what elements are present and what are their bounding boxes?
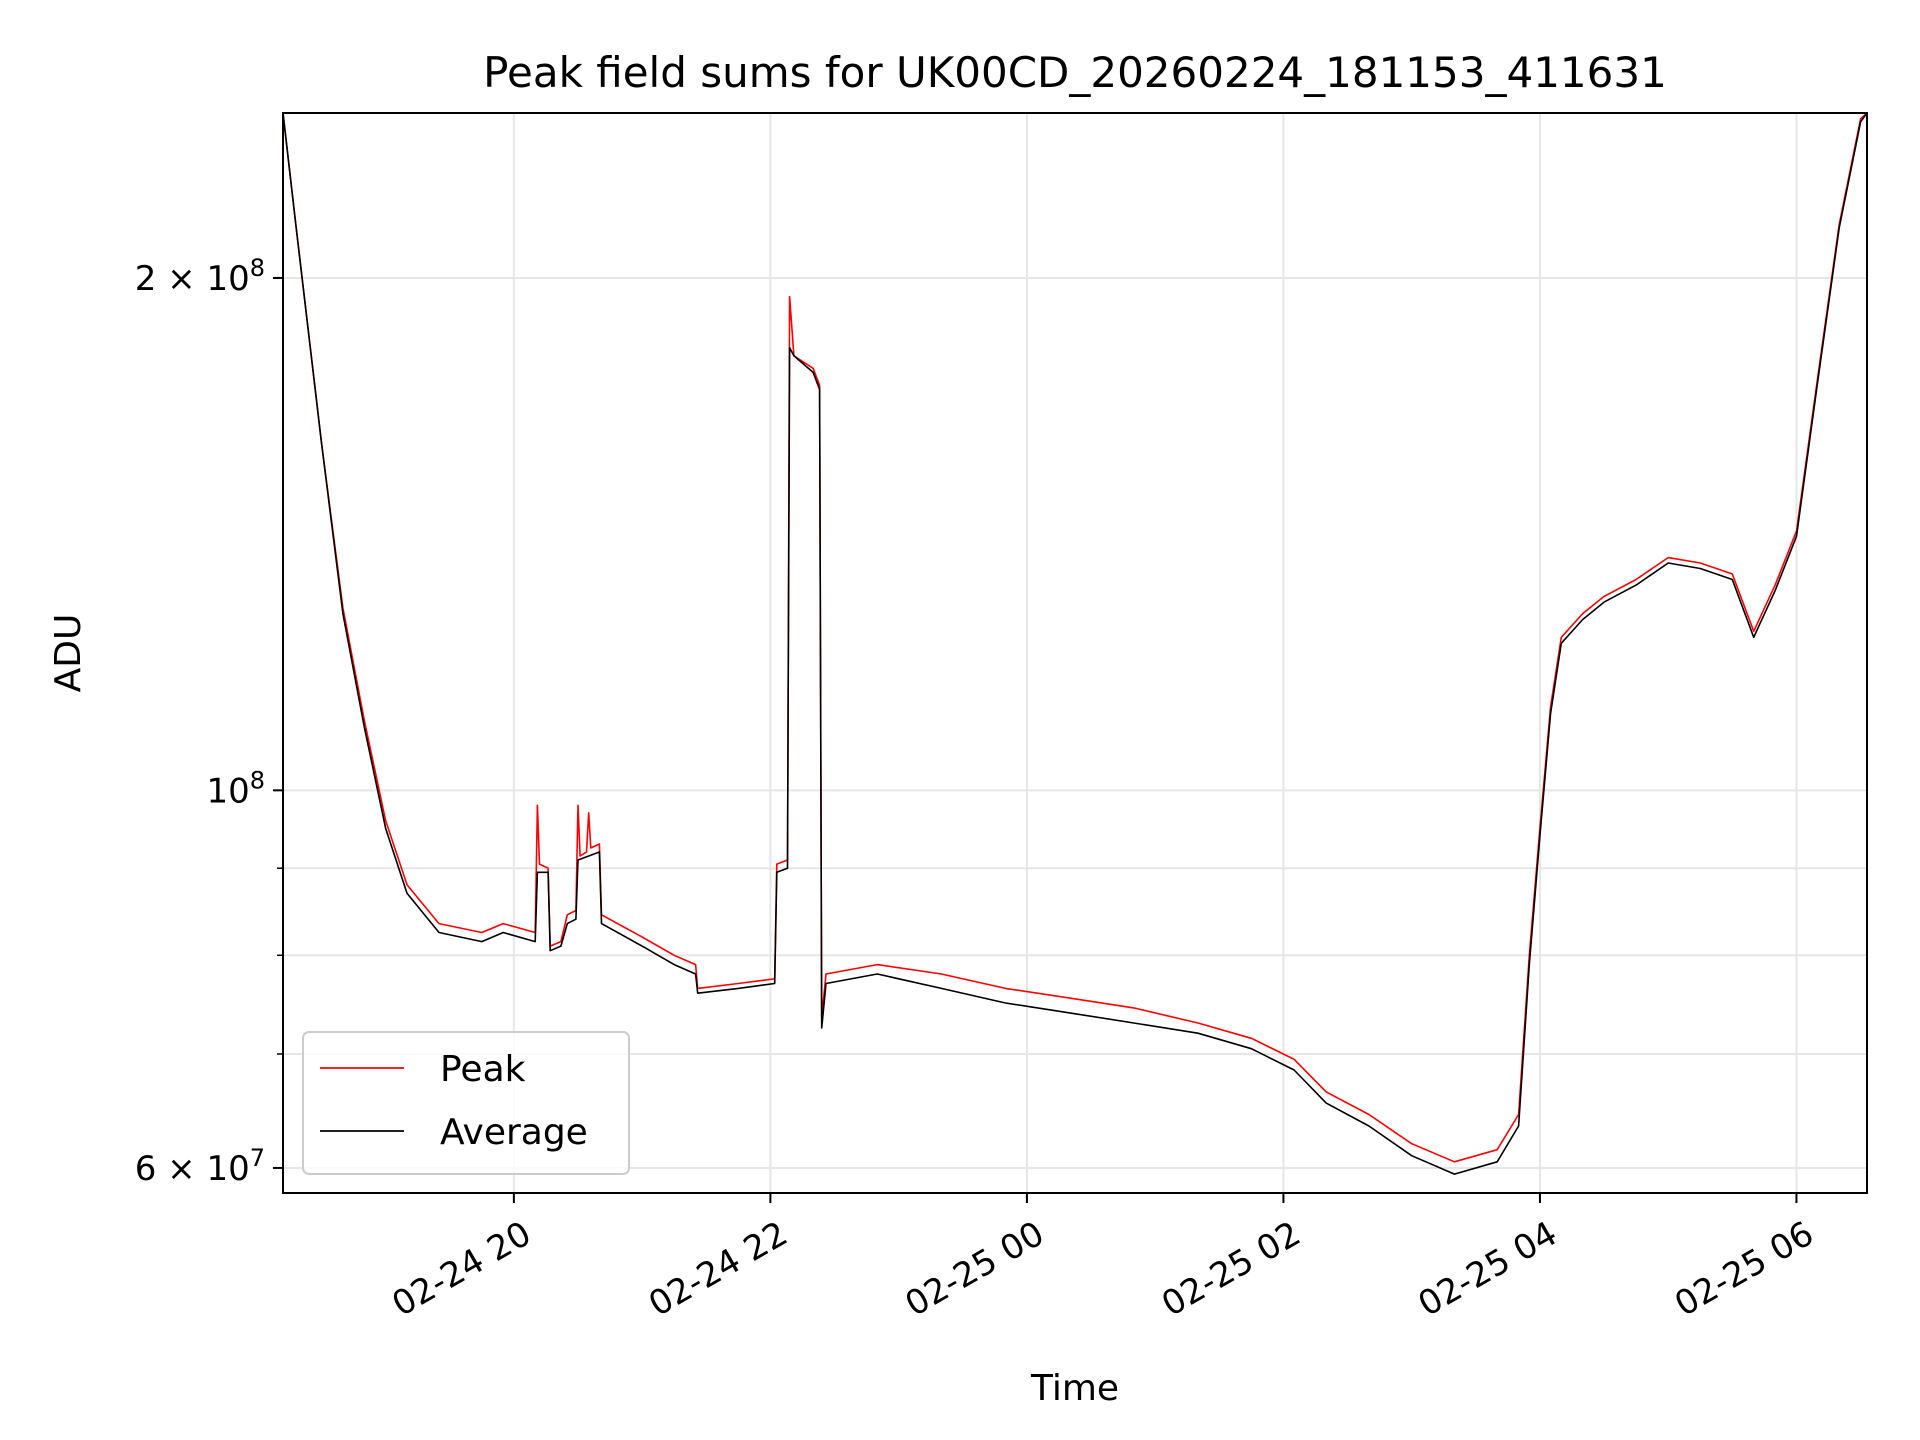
y-tick-label: 2 × 108	[135, 254, 265, 299]
x-axis-label: Time	[1030, 1368, 1119, 1409]
series-lines	[282, 112, 1868, 1175]
legend-peak-label: Peak	[440, 1049, 526, 1090]
series-line-peak	[282, 112, 1868, 1163]
chart-title: Peak field sums for UK00CD_20260224_1811…	[483, 48, 1667, 97]
plot-frame	[282, 112, 1868, 1194]
legend-average-label: Average	[440, 1112, 588, 1153]
series-line-average	[282, 112, 1868, 1175]
y-tick-label: 6 × 107	[135, 1144, 265, 1189]
y-tick-label: 108	[206, 766, 265, 811]
y-axis-label: ADU	[48, 614, 89, 693]
legend: Peak Average	[302, 1031, 630, 1175]
